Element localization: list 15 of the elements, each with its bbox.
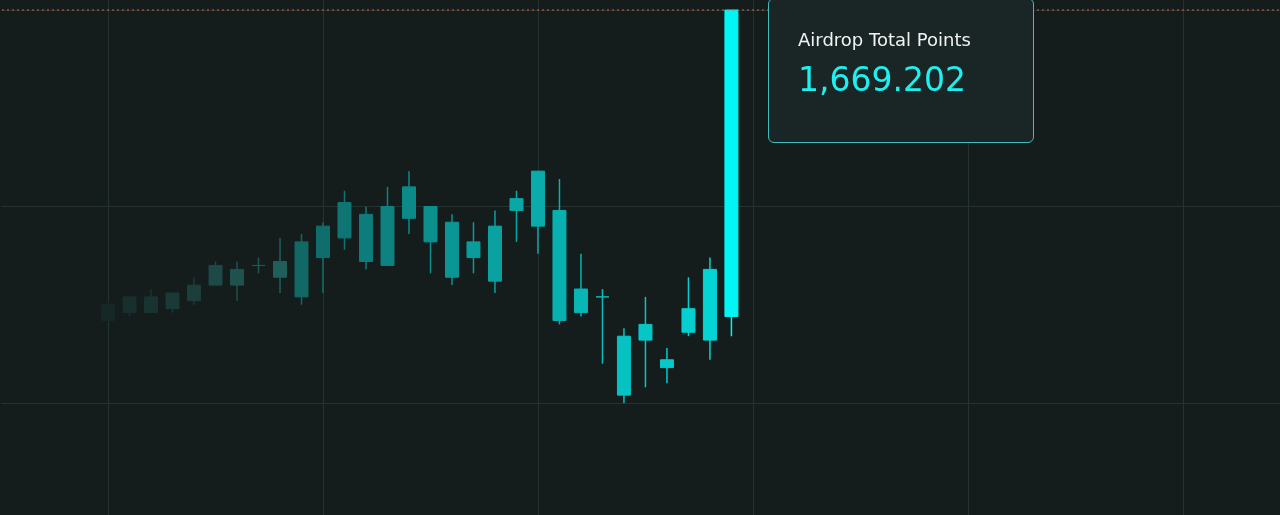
text: 1,669.202 — [798, 60, 967, 99]
candlestick — [144, 288, 159, 314]
candlestick — [165, 292, 180, 314]
candlestick — [681, 276, 696, 337]
candlestick — [273, 237, 288, 294]
candlestick — [573, 252, 588, 318]
candlestick — [208, 260, 223, 286]
candlestick — [595, 288, 610, 365]
candlestick — [659, 347, 674, 385]
candlestick — [509, 190, 524, 243]
text: Airdrop Total Points — [798, 29, 972, 50]
candlestick — [466, 221, 481, 275]
candlestick — [230, 260, 245, 302]
candlestick — [638, 296, 653, 389]
candlestick — [187, 276, 202, 306]
